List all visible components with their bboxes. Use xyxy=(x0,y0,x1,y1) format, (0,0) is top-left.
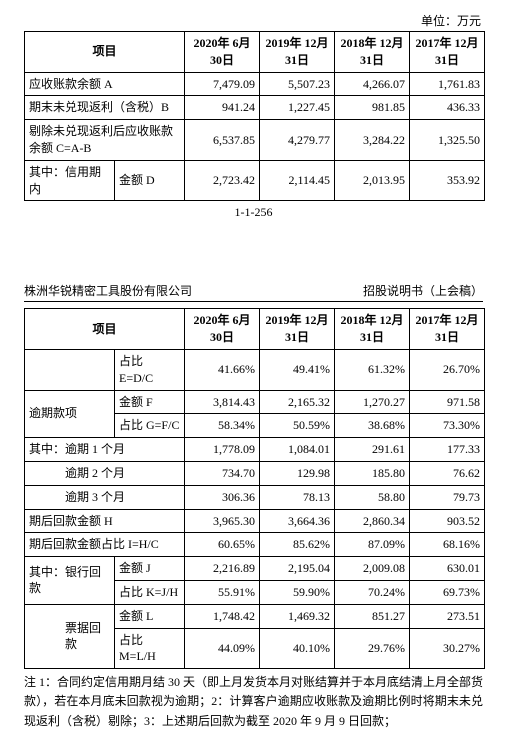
company-header: 株洲华锐精密工具股份有限公司 招股说明书（上会稿） xyxy=(24,280,483,302)
table-row: 票据回款 金额 L 1,748.42 1,469.32 851.27 273.5… xyxy=(25,604,485,628)
table-1: 项目 2020年 6月30日 2019年 12月31日 2018年 12月31日… xyxy=(24,31,485,201)
table-2: 项目 2020年 6月30日 2019年 12月31日 2018年 12月31日… xyxy=(24,308,485,669)
col-item: 项目 xyxy=(25,309,185,350)
col-2018: 2018年 12月31日 xyxy=(335,32,410,73)
table-row: 剔除未兑现返利后应收账款余额 C=A-B 6,537.85 4,279.77 3… xyxy=(25,120,485,161)
page-footer: 1-1-256 xyxy=(12,205,495,220)
table-row: 逾期款项 金额 F 3,814.43 2,165.32 1,270.27 971… xyxy=(25,390,485,414)
table-row: 项目 2020年 6月30日 2019年 12月31日 2018年 12月31日… xyxy=(25,32,485,73)
col-2019: 2019年 12月31日 xyxy=(260,32,335,73)
table-row: 期后回款金额 H 3,965.30 3,664.36 2,860.34 903.… xyxy=(25,509,485,533)
table-row: 逾期 3 个月 306.36 78.13 58.80 79.73 xyxy=(25,485,485,509)
table-row: 占比 E=D/C 41.66% 49.41% 61.32% 26.70% xyxy=(25,349,485,390)
table-row: 其中：银行回款 金额 J 2,216.89 2,195.04 2,009.08 … xyxy=(25,557,485,581)
table-row: 其中：逾期 1 个月 1,778.09 1,084.01 291.61 177.… xyxy=(25,438,485,462)
col-2017: 2017年 12月31日 xyxy=(410,32,485,73)
table-row: 期末未兑现返利（含税）B 941.24 1,227.45 981.85 436.… xyxy=(25,96,485,120)
col-item: 项目 xyxy=(25,32,185,73)
unit-label: 单位：万元 xyxy=(12,12,481,29)
col-2020: 2020年 6月30日 xyxy=(185,32,260,73)
company-name: 株洲华锐精密工具股份有限公司 xyxy=(24,282,192,299)
table-row: 应收账款余额 A 7,479.09 5,507.23 4,266.07 1,76… xyxy=(25,72,485,96)
table-row: 其中：信用期内 金额 D 2,723.42 2,114.45 2,013.95 … xyxy=(25,160,485,201)
footnotes: 注 1：合同约定信用期月结 30 天（即上月发货本月对账结算并于本月底结清上月全… xyxy=(24,673,483,731)
table-row: 期后回款金额占比 I=H/C 60.65% 85.62% 87.09% 68.1… xyxy=(25,533,485,557)
table-row: 项目 2020年 6月30日 2019年 12月31日 2018年 12月31日… xyxy=(25,309,485,350)
doc-title: 招股说明书（上会稿） xyxy=(363,282,483,299)
table-row: 逾期 2 个月 734.70 129.98 185.80 76.62 xyxy=(25,461,485,485)
